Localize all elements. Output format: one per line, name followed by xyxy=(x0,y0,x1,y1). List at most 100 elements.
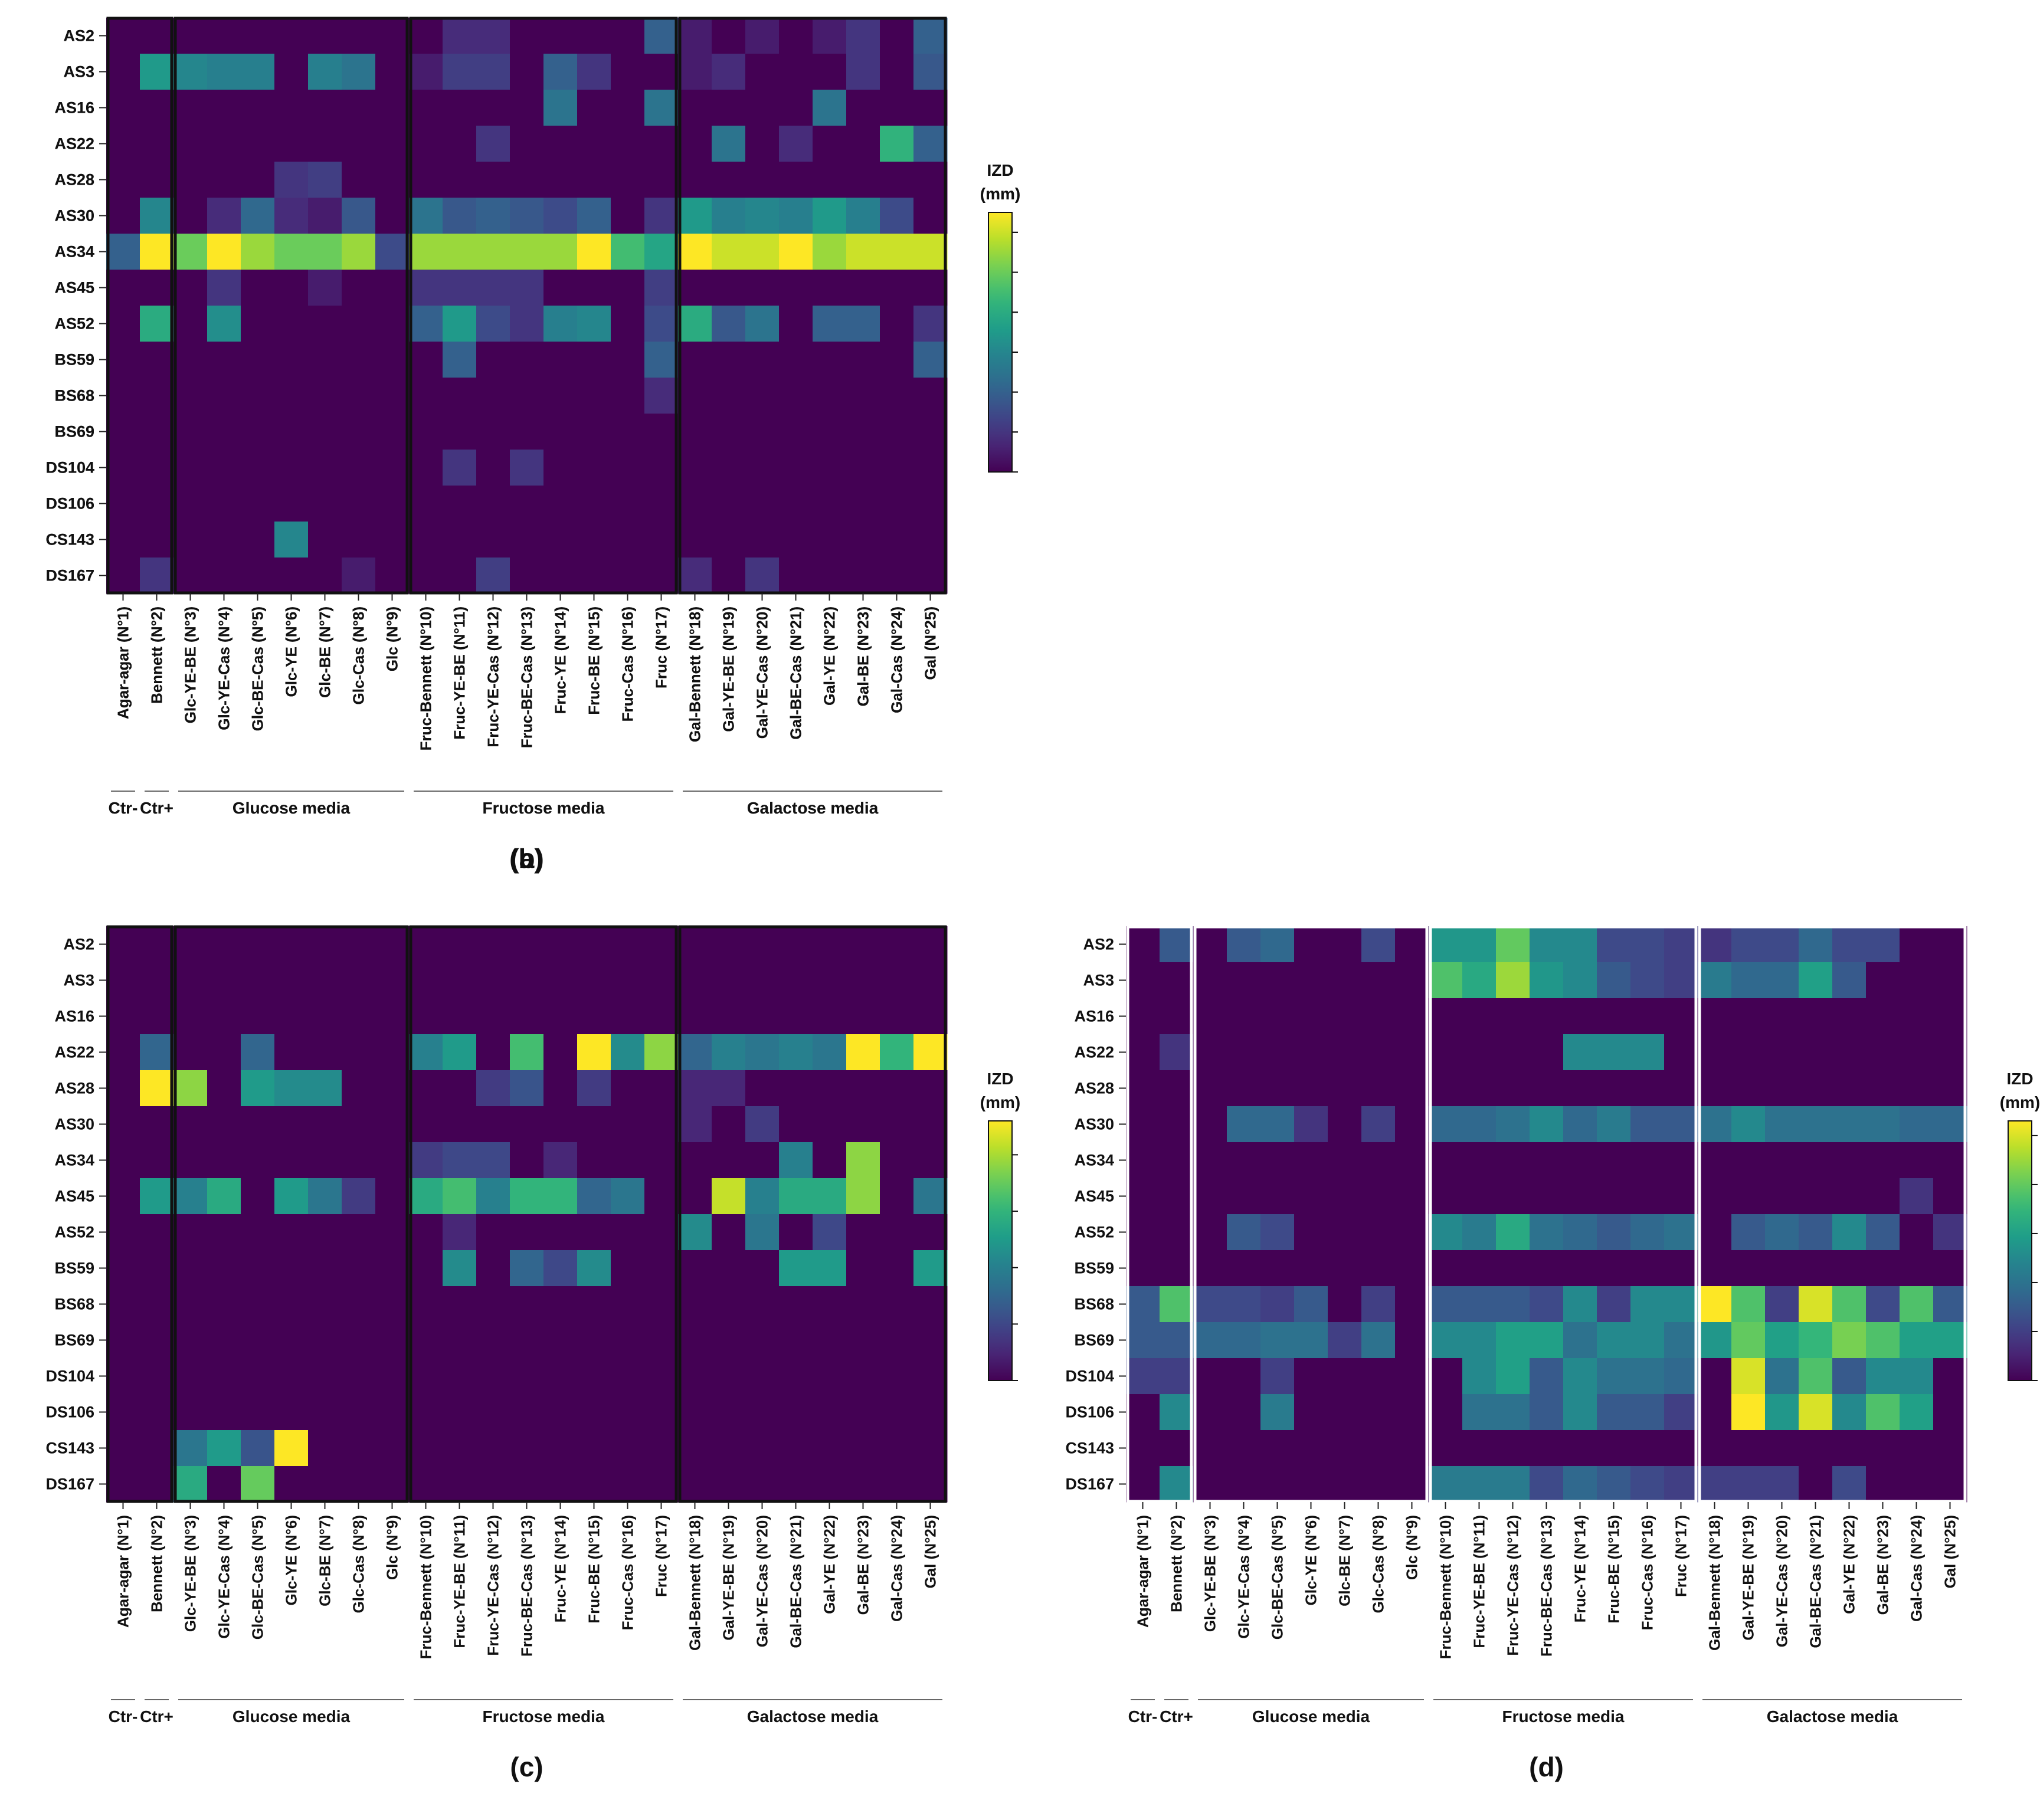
heatmap-cell-DS106-12 xyxy=(476,486,510,522)
heatmap-cell-CS143-23 xyxy=(1866,1430,1900,1467)
heatmap-cell-AS3-25 xyxy=(913,54,948,90)
heatmap-cell-DS104-2 xyxy=(140,1358,174,1395)
column-label-13: Fruc-BE-Cas (N°13) xyxy=(1538,1515,1556,1657)
heatmap-cell-AS3-24 xyxy=(880,54,914,90)
heatmap-cell-AS34-16 xyxy=(611,234,645,270)
heatmap-cell-AS3-19 xyxy=(712,54,746,90)
heatmap-cell-DS104-15 xyxy=(577,1358,611,1395)
heatmap-cell-AS22-2 xyxy=(140,1034,174,1071)
heatmap-cell-BS68-11 xyxy=(1462,1286,1497,1323)
heatmap-cell-DS106-16 xyxy=(611,486,645,522)
heatmap-cell-DS104-15 xyxy=(577,450,611,486)
row-label-AS30: AS30 xyxy=(1074,1116,1114,1133)
heatmap-cell-CS143-16 xyxy=(611,1430,645,1467)
heatmap-cell-AS34-25 xyxy=(1933,1142,1967,1179)
heatmap-cell-AS28-23 xyxy=(846,162,880,198)
heatmap-cell-DS106-8 xyxy=(1361,1394,1396,1431)
heatmap-cell-AS45-1 xyxy=(106,270,140,306)
heatmap-cell-AS52-18 xyxy=(678,306,712,342)
heatmap-cell-DS167-19 xyxy=(712,1466,746,1503)
heatmap-cell-AS22-5 xyxy=(1260,1034,1295,1071)
heatmap-cell-AS28-24 xyxy=(880,1070,914,1107)
heatmap-cell-AS52-5 xyxy=(241,306,275,342)
heatmap-cell-AS45-13 xyxy=(510,1178,544,1215)
heatmap-cell-DS106-21 xyxy=(1799,1394,1833,1431)
heatmap-cell-AS3-20 xyxy=(745,962,780,999)
heatmap-cell-AS34-13 xyxy=(1530,1142,1564,1179)
heatmap-cell-BS69-15 xyxy=(577,1322,611,1359)
heatmap-cell-DS104-16 xyxy=(611,450,645,486)
column-label-14: Fruc-YE (N°14) xyxy=(1571,1515,1589,1622)
heatmap-cell-AS30-10 xyxy=(409,1106,443,1143)
heatmap-cell-BS59-18 xyxy=(678,342,712,378)
heatmap-cell-AS2-9 xyxy=(375,18,410,54)
heatmap-cell-AS30-11 xyxy=(1462,1106,1497,1143)
heatmap-cell-AS52-8 xyxy=(342,1214,376,1251)
heatmap-cell-CS143-16 xyxy=(1630,1430,1665,1467)
heatmap-cell-DS106-15 xyxy=(1597,1394,1631,1431)
heatmap-cell-DS104-24 xyxy=(1900,1358,1934,1395)
heatmap-cell-AS16-20 xyxy=(745,998,780,1035)
heatmap-cell-AS16-17 xyxy=(1664,998,1698,1035)
heatmap-cell-AS2-8 xyxy=(342,926,376,963)
heatmap-cell-AS45-25 xyxy=(1933,1178,1967,1215)
heatmap-cell-BS69-4 xyxy=(207,1322,241,1359)
heatmap-cell-DS104-23 xyxy=(846,1358,880,1395)
heatmap-cell-AS22-20 xyxy=(1765,1034,1799,1071)
heatmap-cell-DS167-1 xyxy=(1126,1466,1160,1503)
heatmap-cell-AS22-16 xyxy=(1630,1034,1665,1071)
heatmap-cell-AS34-3 xyxy=(173,1142,208,1179)
heatmap-cell-DS167-19 xyxy=(712,558,746,594)
heatmap-cell-BS69-22 xyxy=(813,1322,847,1359)
heatmap-cell-AS2-13 xyxy=(510,926,544,963)
heatmap-cell-AS34-9 xyxy=(375,1142,410,1179)
heatmap-cell-DS104-13 xyxy=(510,1358,544,1395)
heatmap-cell-AS2-9 xyxy=(375,926,410,963)
group-frame-2 xyxy=(173,17,409,595)
heatmap-cell-DS167-16 xyxy=(1630,1466,1665,1503)
row-label-DS167: DS167 xyxy=(1065,1475,1114,1493)
heatmap-cell-AS16-11 xyxy=(443,90,477,126)
heatmap-cell-BS69-24 xyxy=(1900,1322,1934,1359)
heatmap-cell-AS16-12 xyxy=(476,998,510,1035)
heatmap-cell-AS16-4 xyxy=(1227,998,1261,1035)
heatmap-cell-AS52-22 xyxy=(1832,1214,1867,1251)
heatmap-cell-AS34-2 xyxy=(140,234,174,270)
heatmap-cell-AS45-7 xyxy=(308,1178,342,1215)
heatmap-cell-AS34-5 xyxy=(1260,1142,1295,1179)
row-label-CS143: CS143 xyxy=(45,531,94,549)
heatmap-cell-AS3-2 xyxy=(140,54,174,90)
heatmap-cell-AS45-13 xyxy=(1530,1178,1564,1215)
column-label-6: Glc-YE (N°6) xyxy=(1302,1515,1320,1605)
heatmap-cell-AS16-24 xyxy=(1900,998,1934,1035)
heatmap-cell-DS106-17 xyxy=(644,486,679,522)
heatmap-cell-AS52-16 xyxy=(611,1214,645,1251)
heatmap-cell-AS30-8 xyxy=(342,198,376,234)
heatmap-cell-AS52-4 xyxy=(1227,1214,1261,1251)
heatmap-cell-DS106-6 xyxy=(274,1394,309,1431)
heatmap-cell-AS2-9 xyxy=(1395,926,1429,963)
heatmap-cell-DS167-13 xyxy=(510,558,544,594)
heatmap-cell-BS68-10 xyxy=(409,1286,443,1323)
column-label-2: Bennett (N°2) xyxy=(148,606,166,704)
column-label-5: Glc-BE-Cas (N°5) xyxy=(249,606,267,731)
heatmap-cell-AS22-8 xyxy=(342,126,376,162)
heatmap-cell-AS52-16 xyxy=(611,306,645,342)
heatmap-cell-DS106-24 xyxy=(880,486,914,522)
heatmap-cell-BS59-8 xyxy=(1361,1250,1396,1287)
row-label-AS45: AS45 xyxy=(54,1188,94,1205)
heatmap-cell-AS28-8 xyxy=(342,1070,376,1107)
heatmap-cell-AS3-1 xyxy=(106,962,140,999)
heatmap-cell-AS34-8 xyxy=(342,234,376,270)
heatmap-cell-BS59-11 xyxy=(443,342,477,378)
heatmap-cell-DS167-2 xyxy=(1160,1466,1194,1503)
heatmap-cell-BS59-17 xyxy=(644,342,679,378)
group-label-3: Fructose media xyxy=(1502,1707,1625,1726)
heatmap-cell-AS16-12 xyxy=(476,90,510,126)
column-label-25: Gal (N°25) xyxy=(922,606,939,680)
column-label-1: Agar-agar (N°1) xyxy=(114,606,132,719)
heatmap-cell-BS59-21 xyxy=(779,342,813,378)
heatmap-cell-BS59-15 xyxy=(577,1250,611,1287)
heatmap-cell-AS22-15 xyxy=(1597,1034,1631,1071)
heatmap-cell-AS52-7 xyxy=(308,1214,342,1251)
